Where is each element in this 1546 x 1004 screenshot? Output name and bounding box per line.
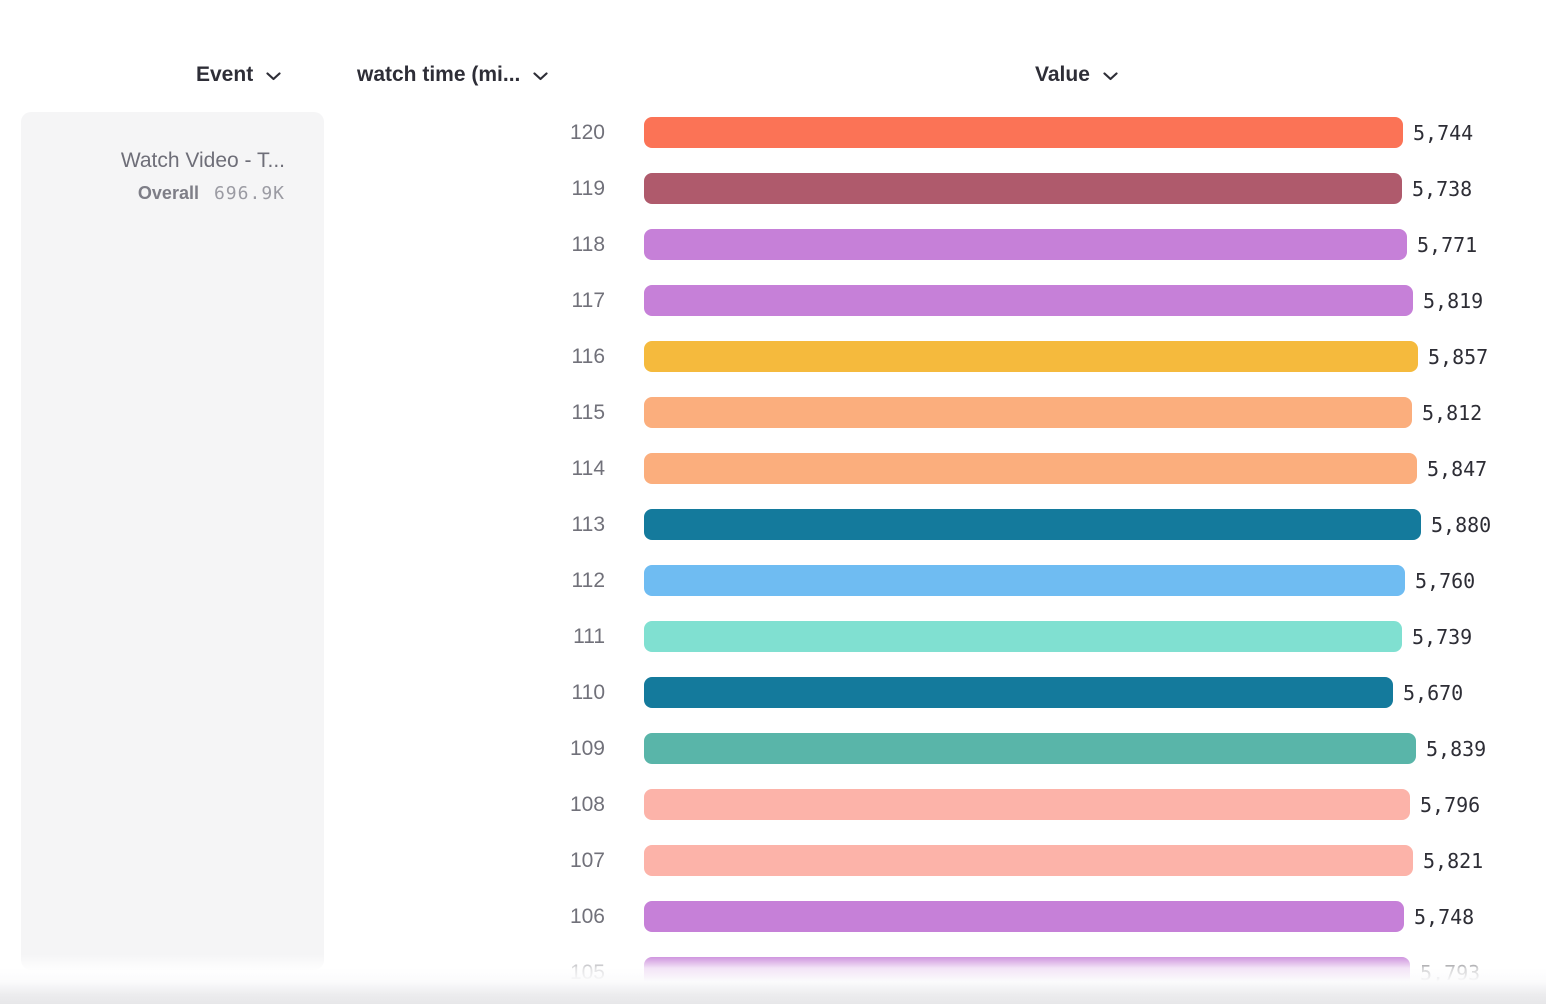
- bar-row-115: 115 5,812: [0, 397, 1546, 428]
- bar-value-label: 5,821: [1423, 848, 1484, 873]
- bar-value-label: 5,670: [1403, 680, 1464, 705]
- bar-category-label: 105: [569, 960, 605, 984]
- column-header-event-label: Event: [196, 63, 254, 86]
- bar-category-label: 108: [569, 792, 605, 816]
- bar-category-label: 117: [571, 288, 605, 312]
- bar-row-119: 119 5,738: [0, 173, 1546, 204]
- bar-value-label: 5,880: [1431, 512, 1492, 537]
- bar-category-label: 120: [569, 120, 605, 144]
- bar-segment[interactable]: [644, 733, 1416, 764]
- bar-row-112: 112 5,760: [0, 565, 1546, 596]
- column-header-measure[interactable]: watch time (mi...: [357, 59, 548, 91]
- bar-row-120: 120 5,744: [0, 117, 1546, 148]
- bar-segment[interactable]: [644, 397, 1412, 428]
- bar-segment[interactable]: [644, 117, 1403, 148]
- bar-value-label: 5,847: [1427, 456, 1488, 481]
- bar-value-label: 5,857: [1428, 344, 1489, 369]
- bar-segment[interactable]: [644, 453, 1417, 484]
- legend-overall-value: 696.9K: [213, 183, 285, 205]
- chevron-down-icon: [533, 72, 548, 81]
- legend-overall-label: Overall: [137, 183, 199, 204]
- bar-category-label: 113: [571, 512, 605, 536]
- column-header-value-label: Value: [1035, 63, 1090, 86]
- bar-category-label: 111: [573, 624, 605, 648]
- bar-category-label: 116: [571, 344, 605, 368]
- bar-row-107: 107 5,821: [0, 845, 1546, 876]
- bar-row-108: 108 5,796: [0, 789, 1546, 820]
- bar-segment[interactable]: [644, 621, 1402, 652]
- column-header-value[interactable]: Value: [1035, 59, 1118, 91]
- bar-value-label: 5,771: [1417, 232, 1478, 257]
- bar-row-114: 114 5,847: [0, 453, 1546, 484]
- bar-row-111: 111 5,739: [0, 621, 1546, 652]
- bar-value-label: 5,793: [1420, 960, 1481, 985]
- bar-row-105: 105 5,793: [0, 957, 1546, 988]
- bar-category-label: 107: [569, 848, 605, 872]
- bar-segment[interactable]: [644, 341, 1418, 372]
- bar-row-116: 116 5,857: [0, 341, 1546, 372]
- column-header-measure-label: watch time (mi...: [357, 63, 521, 86]
- column-header-event[interactable]: Event: [196, 59, 281, 91]
- bar-category-label: 114: [571, 456, 605, 480]
- bar-category-label: 109: [569, 736, 605, 760]
- bar-category-label: 112: [571, 568, 605, 592]
- bar-segment[interactable]: [644, 901, 1404, 932]
- bar-category-label: 115: [571, 400, 605, 424]
- bar-value-label: 5,796: [1420, 792, 1481, 817]
- bar-value-label: 5,748: [1414, 904, 1475, 929]
- bar-segment[interactable]: [644, 789, 1410, 820]
- bar-value-label: 5,812: [1422, 400, 1483, 425]
- legend-card[interactable]: Watch Video - T... Overall 696.9K: [21, 112, 324, 970]
- bar-segment[interactable]: [644, 229, 1407, 260]
- chevron-down-icon: [266, 72, 281, 81]
- bar-row-109: 109 5,839: [0, 733, 1546, 764]
- bar-segment[interactable]: [644, 509, 1421, 540]
- bar-value-label: 5,738: [1412, 176, 1473, 201]
- bar-segment[interactable]: [644, 173, 1402, 204]
- bar-segment[interactable]: [644, 845, 1413, 876]
- bar-value-label: 5,819: [1423, 288, 1484, 313]
- legend-overall-row: Overall 696.9K: [21, 183, 285, 204]
- bar-category-label: 118: [571, 232, 605, 256]
- chevron-down-icon: [1103, 72, 1118, 81]
- bar-row-118: 118 5,771: [0, 229, 1546, 260]
- bar-value-label: 5,739: [1412, 624, 1473, 649]
- bar-row-117: 117 5,819: [0, 285, 1546, 316]
- bar-row-113: 113 5,880: [0, 509, 1546, 540]
- bar-value-label: 5,744: [1413, 120, 1474, 145]
- bar-value-label: 5,760: [1415, 568, 1476, 593]
- bar-segment[interactable]: [644, 677, 1393, 708]
- bar-category-label: 106: [569, 904, 605, 928]
- bar-segment[interactable]: [644, 565, 1405, 596]
- bar-category-label: 110: [571, 680, 605, 704]
- bar-segment[interactable]: [644, 285, 1413, 316]
- bar-row-110: 110 5,670: [0, 677, 1546, 708]
- legend-event-name: Watch Video - T...: [120, 149, 285, 172]
- bar-row-106: 106 5,748: [0, 901, 1546, 932]
- bar-value-label: 5,839: [1426, 736, 1487, 761]
- bar-segment[interactable]: [644, 957, 1410, 988]
- bar-category-label: 119: [571, 176, 605, 200]
